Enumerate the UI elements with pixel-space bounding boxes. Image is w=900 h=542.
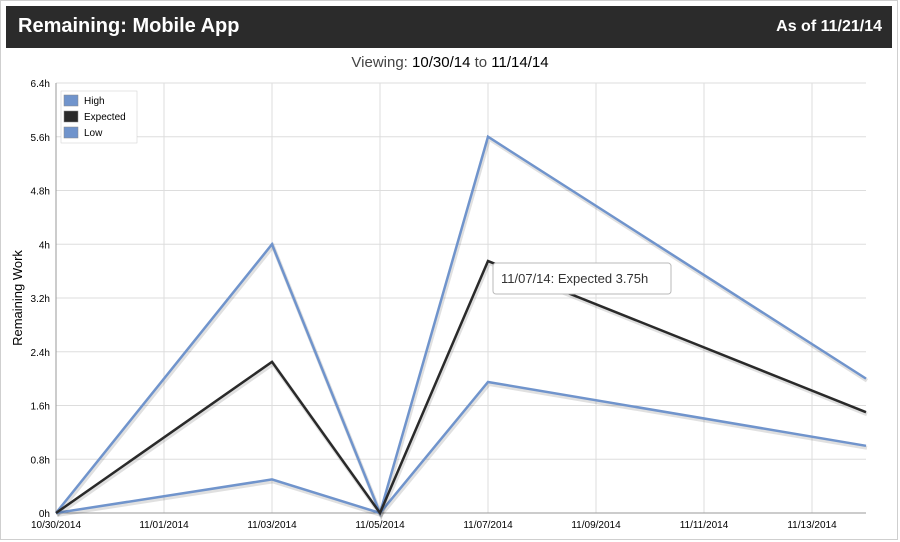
legend-label: High <box>84 96 105 107</box>
x-tick-label: 11/09/2014 <box>571 520 621 531</box>
y-tick-label: 6.4h <box>31 79 50 90</box>
page-title: Remaining: Mobile App <box>18 15 240 37</box>
tooltip-box <box>492 262 672 295</box>
viewing-label: Viewing: <box>351 54 408 71</box>
viewing-to[interactable]: 11/14/14 <box>491 54 549 71</box>
x-tick-label: 10/30/2014 <box>31 520 81 531</box>
x-tick-label: 11/05/2014 <box>355 520 405 531</box>
x-tick-label: 11/07/2014 <box>463 520 513 531</box>
as-of-date: As of 11/21/14 <box>776 18 882 35</box>
data-point-expected[interactable] <box>376 509 384 517</box>
legend-label: Expected <box>84 112 126 123</box>
y-tick-label: 4.8h <box>31 187 50 198</box>
data-point-high[interactable] <box>268 240 276 248</box>
tooltip-text: 11/07/14: Expected 3.75h <box>501 271 648 286</box>
y-tick-label: 2.4h <box>31 348 50 359</box>
legend-label: Low <box>84 128 103 139</box>
y-tick-label: 5.6h <box>31 133 50 144</box>
data-point-expected[interactable] <box>484 257 492 265</box>
series-shadow <box>56 381 868 518</box>
legend-swatch <box>63 110 79 123</box>
data-point-expected[interactable] <box>268 358 276 366</box>
x-tick-label: 11/11/2014 <box>680 520 729 531</box>
viewing-range: Viewing: 10/30/14 to 11/14/14 <box>0 54 900 71</box>
series-line-expected[interactable] <box>55 259 867 516</box>
y-tick-label: 3.2h <box>31 294 50 305</box>
legend-swatch <box>63 94 79 107</box>
series-shadow <box>55 260 868 520</box>
y-axis-label: Remaining Work <box>10 250 25 346</box>
viewing-from[interactable]: 10/30/14 <box>412 54 471 71</box>
data-point-expected[interactable] <box>52 509 60 517</box>
x-tick-label: 11/01/2014 <box>139 520 189 531</box>
viewing-to-word: to <box>474 54 488 71</box>
data-point-low[interactable] <box>862 442 870 450</box>
y-tick-label: 0h <box>39 509 50 520</box>
x-tick-label: 11/13/2014 <box>787 520 837 531</box>
x-tick-label: 11/03/2014 <box>247 520 297 531</box>
data-point-low[interactable] <box>484 378 492 386</box>
y-tick-label: 0.8h <box>31 455 50 466</box>
data-point-expected[interactable] <box>862 408 870 416</box>
legend-swatch <box>63 126 79 139</box>
data-point-high[interactable] <box>484 133 492 141</box>
data-point-high[interactable] <box>862 375 870 383</box>
y-tick-label: 1.6h <box>31 402 50 413</box>
y-tick-label: 4h <box>39 240 50 251</box>
header-bar: Remaining: Mobile App As of 11/21/14 <box>6 6 892 48</box>
data-point-low[interactable] <box>268 475 276 483</box>
